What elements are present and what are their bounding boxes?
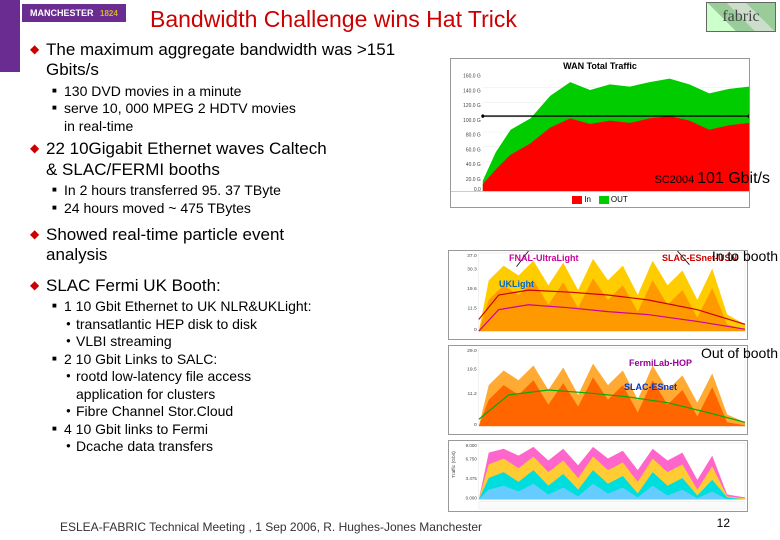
svg-text:120.0 G: 120.0 G — [463, 103, 481, 109]
svg-text:37.0: 37.0 — [467, 253, 477, 259]
svg-text:11.5: 11.5 — [468, 306, 478, 312]
svg-text:40.0 G: 40.0 G — [466, 162, 481, 168]
chart-series-label: FNAL-UltraLight — [509, 253, 579, 263]
svg-text:20.0 G: 20.0 G — [466, 177, 481, 183]
in-booth-chart: 37.0 30.3 19.6 11.5 0 FNAL-UltraLight UKLigh… — [448, 250, 748, 340]
chart-legend: In OUT — [451, 191, 749, 207]
bullet-main: 22 10Gigabit Ethernet waves Caltech & SL… — [30, 139, 340, 180]
svg-text:140.0 G: 140.0 G — [463, 88, 481, 94]
annotation-sc2004: SC2004 101 Gbit/s — [655, 170, 770, 188]
svg-text:19.6: 19.6 — [467, 286, 477, 292]
annotation-in-booth: In to booth — [712, 248, 778, 264]
manchester-name: MANCHESTER — [30, 8, 94, 18]
bullet-subsub: rootd low-latency file access applicatio… — [30, 368, 310, 403]
bullet-subsub: Dcache data transfers — [30, 438, 430, 456]
bullet-subsub: VLBI streaming — [30, 333, 430, 351]
bullet-content: The maximum aggregate bandwidth was >151… — [30, 40, 430, 456]
svg-text:60.0 G: 60.0 G — [466, 147, 481, 153]
page-number: 12 — [717, 516, 730, 530]
slide-title: Bandwidth Challenge wins Hat Trick — [150, 6, 517, 33]
svg-text:80.0 G: 80.0 G — [466, 132, 481, 138]
annotation-out-booth: Out of booth — [701, 345, 778, 361]
left-sidebar-logo — [0, 0, 20, 480]
footer-text: ESLEA-FABRIC Technical Meeting , 1 Sep 2… — [60, 520, 482, 534]
chart-series-label: SLAC-ESnet — [624, 382, 677, 392]
chart-title: WAN Total Traffic — [451, 59, 749, 73]
fabric-logo: fabric — [706, 2, 776, 32]
svg-text:0: 0 — [474, 422, 477, 428]
bullet-sub: 1 10 Gbit Ethernet to UK NLR&UKLight: — [30, 298, 430, 316]
svg-text:11.2: 11.2 — [468, 391, 478, 397]
bullet-main: Showed real-time particle event analysis — [30, 225, 290, 266]
bullet-main: SLAC Fermi UK Booth: — [30, 276, 430, 296]
svg-text:30.3: 30.3 — [467, 267, 477, 273]
manchester-badge: MANCHESTER 1824 — [22, 4, 126, 22]
chart-series-label: UKLight — [499, 279, 534, 289]
svg-text:0.000: 0.000 — [466, 495, 478, 500]
traffic-detail-chart: 9.000 6.750 3.375 0.000 Traffic (Gbit) — [448, 440, 748, 512]
svg-text:100.0 G: 100.0 G — [463, 118, 481, 124]
chart-svg: 37.0 30.3 19.6 11.5 0 — [449, 251, 747, 339]
chart-series-label: FermiLab-HOP — [629, 358, 692, 368]
manchester-year: 1824 — [100, 9, 118, 18]
svg-text:0: 0 — [474, 327, 477, 333]
bullet-subsub: Fibre Channel Stor.Cloud — [30, 403, 430, 421]
chart-svg: 9.000 6.750 3.375 0.000 Traffic (Gbit) — [449, 441, 747, 511]
bullet-sub: 24 hours moved ~ 475 TBytes — [30, 200, 430, 218]
svg-text:6.750: 6.750 — [466, 456, 478, 461]
svg-text:19.5: 19.5 — [467, 366, 477, 372]
svg-text:160.0 G: 160.0 G — [463, 73, 481, 79]
bullet-subsub: transatlantic HEP disk to disk — [30, 316, 430, 334]
bullet-sub: 2 10 Gbit Links to SALC: — [30, 351, 430, 369]
svg-text:Traffic (Gbit): Traffic (Gbit) — [451, 451, 457, 478]
svg-text:9.000: 9.000 — [466, 443, 478, 448]
bullet-sub: In 2 hours transferred 95. 37 TByte — [30, 182, 430, 200]
bullet-main: The maximum aggregate bandwidth was >151… — [30, 40, 430, 81]
bullet-sub: 4 10 Gbit links to Fermi — [30, 421, 430, 439]
bullet-sub: 130 DVD movies in a minute — [30, 83, 430, 101]
bullet-sub: serve 10, 000 MPEG 2 HDTV movies in real… — [30, 100, 310, 135]
svg-text:29.0: 29.0 — [467, 348, 477, 354]
svg-text:3.375: 3.375 — [466, 476, 478, 481]
